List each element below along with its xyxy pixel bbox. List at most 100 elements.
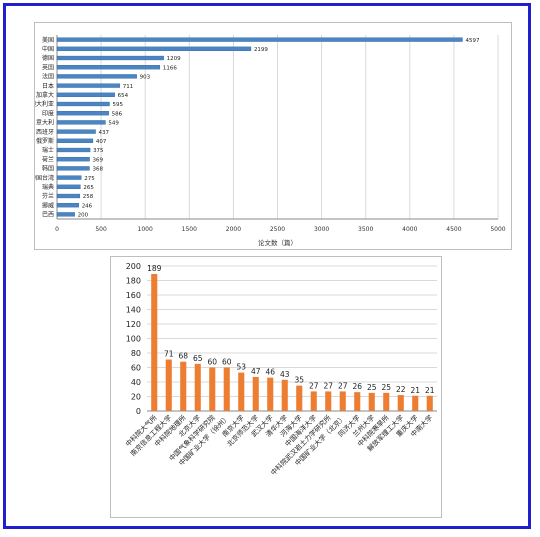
bar: [426, 395, 433, 411]
category-label: 巴西: [42, 212, 54, 219]
y-tick-label: 120: [126, 320, 141, 329]
category-label: 澳大利亚: [35, 100, 54, 108]
bar: [238, 372, 245, 411]
category-label: 英国: [42, 63, 54, 71]
data-label: 586: [112, 111, 123, 117]
bar: [310, 391, 317, 411]
bar: [56, 101, 110, 107]
bar: [296, 385, 303, 411]
category-label: 德国: [42, 54, 54, 62]
x-tick-label: 2000: [226, 226, 241, 233]
country-papers-chart: 0 500 1000 1500 2000 2500 3000 3500 4000 4500 5000…: [35, 35, 506, 247]
data-label: 53: [236, 363, 246, 372]
data-label: 21: [425, 386, 435, 395]
data-label: 375: [93, 148, 104, 154]
data-label: 1166: [163, 65, 177, 71]
x-tick-label: 3500: [358, 226, 373, 233]
data-label: 65: [193, 354, 203, 363]
data-label: 4597: [465, 38, 479, 44]
category-label: 日本: [42, 82, 54, 90]
data-label: 275: [84, 176, 95, 182]
data-label: 43: [280, 370, 290, 379]
bar: [412, 395, 419, 411]
category-label: 瑞士: [42, 146, 54, 154]
x-tick-label: 0: [55, 226, 59, 233]
y-tick-label: 0: [136, 407, 141, 416]
x-tick-label: 4500: [446, 226, 461, 233]
outer-frame: [3, 3, 531, 529]
data-label: 595: [112, 102, 123, 108]
data-label: 35: [294, 376, 304, 385]
y-tick-label: 200: [126, 262, 141, 271]
bar: [354, 392, 361, 411]
y-tick-label: 140: [126, 306, 141, 315]
data-label: 368: [92, 167, 103, 173]
bar: [56, 120, 106, 125]
bar: [56, 157, 90, 162]
data-label: 246: [82, 203, 93, 209]
x-tick-label: 3000: [314, 226, 329, 233]
bar: [56, 166, 90, 171]
data-label: 27: [309, 381, 319, 390]
bar: [325, 391, 332, 411]
category-label: 意大利: [36, 119, 54, 127]
bar: [151, 273, 158, 411]
data-label: 68: [178, 352, 188, 361]
category-label: 中国: [42, 45, 54, 53]
bar: [56, 193, 80, 199]
y-tick-label: 160: [126, 291, 141, 300]
data-label: 60: [207, 358, 217, 367]
bar: [56, 203, 79, 208]
bar: [56, 83, 120, 88]
bar: [339, 391, 346, 411]
data-label: 21: [410, 386, 420, 395]
bar: [56, 46, 252, 51]
bar: [56, 138, 94, 143]
bar: [194, 363, 201, 411]
data-label: 265: [83, 185, 94, 191]
bar: [56, 74, 137, 79]
data-label: 25: [381, 383, 391, 392]
data-label: 407: [96, 139, 107, 145]
data-label: 258: [83, 194, 94, 200]
data-label: 27: [323, 381, 333, 390]
bar: [383, 392, 390, 411]
y-tick-label: 60: [131, 364, 141, 373]
bar: [56, 111, 109, 116]
x-tick-label: 1500: [182, 226, 197, 233]
data-label: 2199: [254, 47, 268, 53]
bar: [368, 392, 375, 411]
bar: [267, 377, 274, 411]
data-label: 189: [147, 264, 162, 273]
data-label: 549: [108, 121, 119, 127]
data-label: 437: [99, 130, 110, 136]
country-papers-chart-panel: 0 500 1000 1500 2000 2500 3000 3500 4000 4500 5000…: [34, 22, 512, 250]
y-tick-label: 20: [131, 393, 141, 402]
category-label: 法国: [42, 73, 54, 81]
bar: [56, 129, 96, 134]
bar: [180, 361, 187, 411]
bar: [281, 379, 288, 411]
bar: [209, 367, 216, 411]
data-label: 46: [265, 368, 275, 377]
bar: [56, 212, 75, 217]
data-label: 26: [352, 382, 362, 391]
data-label: 369: [93, 157, 104, 163]
bar: [252, 376, 259, 411]
data-label: 903: [140, 75, 151, 81]
y-tick-label: 80: [131, 349, 141, 358]
bar: [56, 184, 81, 189]
data-label: 25: [367, 383, 377, 392]
category-label: 西班牙: [36, 128, 54, 136]
bar: [56, 55, 164, 61]
bar: [165, 359, 172, 411]
category-label: 韩国: [42, 165, 54, 173]
data-label: 47: [251, 367, 261, 376]
data-label: 22: [396, 385, 406, 394]
institution-papers-chart-panel: 0 20 40 60 80 100 120 140 160 180 200 189 中科院大气所 71 南京…: [110, 256, 442, 518]
y-tick-label: 100: [126, 335, 141, 344]
x-tick-label: 1000: [138, 226, 153, 233]
x-tick-label: 5000: [490, 226, 505, 233]
category-label: 芬兰: [42, 192, 54, 200]
